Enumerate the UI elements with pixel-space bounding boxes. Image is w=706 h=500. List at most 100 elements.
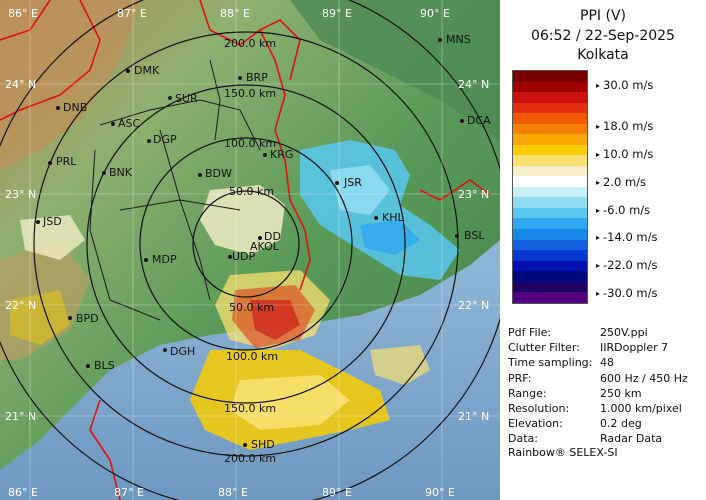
ne-terrain — [290, 0, 500, 140]
lon-label: 86° E — [8, 486, 38, 499]
info-value: 250 km — [600, 386, 642, 400]
info-value: 250V.ppi — [600, 326, 648, 339]
color-scale-segment — [513, 239, 587, 251]
station-label: BSL — [464, 229, 485, 242]
lon-label: 87° E — [117, 7, 147, 20]
color-scale-segment — [513, 102, 587, 114]
color-scale-segment — [513, 113, 587, 124]
station-label: DGP — [153, 133, 177, 146]
range-rings — [0, 0, 500, 500]
lon-label: 88° E — [220, 7, 250, 20]
district-borders — [89, 59, 261, 321]
lon-label: 86° E — [8, 7, 38, 20]
lat-label: 22° N — [5, 299, 36, 312]
color-scale-segment — [513, 134, 587, 145]
lat-label: 23° N — [5, 188, 36, 201]
info-value: Radar Data — [600, 432, 663, 446]
hill-terrain-south — [0, 240, 90, 360]
info-value: 600 Hz / 450 Hz — [600, 371, 688, 385]
footer-credit: Rainbow® SELEX-SI — [508, 446, 618, 459]
color-scale-segment — [513, 165, 587, 177]
radar-map[interactable]: 86° E 87° E 88° E 89° E 90° E 86° E 87° … — [0, 0, 500, 500]
lon-label: 89° E — [322, 7, 352, 20]
info-value: IIRDoppler 7 — [600, 341, 669, 355]
info-key: Resolution: — [508, 402, 570, 415]
scale-label: -30.0 m/s — [596, 286, 657, 300]
ring-label: 200.0 km — [224, 37, 276, 50]
color-scale-segment — [513, 92, 587, 103]
station-label: SHD — [251, 438, 275, 451]
info-key: Clutter Filter: — [508, 341, 580, 355]
color-scale-segment — [513, 186, 587, 198]
ring-label: 50.0 km — [229, 301, 274, 314]
color-scale-segment — [513, 197, 587, 208]
lat-label: 24° N — [458, 78, 489, 91]
info-key: Range: — [508, 386, 547, 400]
lon-labels-top: 86° E 87° E 88° E 89° E 90° E — [8, 7, 450, 20]
station-label: BDW — [205, 167, 232, 180]
ring-labels: 200.0 km 150.0 km 100.0 km 50.0 km 50.0 … — [224, 37, 278, 465]
color-scale-segment — [513, 144, 587, 156]
lat-labels-left: 24° N 23° N 22° N 21° N — [5, 78, 36, 423]
lon-labels-bottom: 86° E 87° E 88° E 89° E 90° E — [8, 486, 455, 499]
info-key: Pdf File: — [508, 326, 552, 339]
lon-label: 90° E — [420, 7, 450, 20]
color-scale-segment — [513, 155, 587, 166]
lat-label: 22° N — [458, 299, 489, 312]
color-scale-segment — [513, 292, 587, 303]
lon-label: 87° E — [114, 486, 144, 499]
station-label: PRL — [56, 155, 77, 168]
color-scale-segment — [513, 250, 587, 261]
lat-label: 21° N — [5, 410, 36, 423]
ring-label: 50.0 km — [229, 185, 274, 198]
color-scale-bar — [512, 70, 588, 304]
color-scale-segment — [513, 176, 587, 187]
scale-label: 30.0 m/s — [596, 78, 653, 92]
info-key: PRF: — [508, 371, 532, 385]
scale-label: 2.0 m/s — [596, 175, 646, 189]
product-title: PPI (V) — [580, 8, 626, 24]
ring-label: 150.0 km — [224, 87, 276, 100]
ring-label: 200.0 km — [224, 452, 276, 465]
graticule — [0, 0, 500, 500]
scale-label: 18.0 m/s — [596, 119, 653, 133]
station-label: ASC — [118, 117, 141, 130]
station-label: BLS — [94, 359, 115, 372]
station-label: DMK — [134, 64, 160, 77]
info-value: 1.000 km/pixel — [600, 402, 682, 415]
lat-labels-right: 24° N 23° N 22° N 21° N — [458, 78, 489, 423]
color-scale-segment — [513, 207, 587, 219]
station-label: DCA — [467, 114, 491, 127]
info-value: 0.2 deg — [600, 417, 642, 431]
legend-panel: PPI (V) 06:52 / 22-Sep-2025 Kolkata 30.0… — [500, 0, 706, 500]
color-scale-segment — [513, 281, 587, 293]
datetime-title: 06:52 / 22-Sep-2025 — [531, 28, 675, 44]
scale-label: -22.0 m/s — [596, 258, 657, 272]
station-label: DNB — [63, 101, 87, 114]
station-label: MNS — [446, 33, 471, 46]
station-label: SUR — [175, 92, 198, 105]
lat-label: 21° N — [458, 410, 489, 423]
color-scale-segment — [513, 123, 587, 135]
station-label: BNK — [109, 166, 133, 179]
lat-label: 24° N — [5, 78, 36, 91]
lon-label: 90° E — [425, 486, 455, 499]
info-key: Elevation: — [508, 417, 563, 431]
color-scale-segment — [513, 71, 587, 82]
lat-label: 23° N — [458, 188, 489, 201]
station-label: BPD — [76, 312, 99, 325]
scale-label: 10.0 m/s — [596, 147, 653, 161]
ring-label: 100.0 km — [224, 137, 276, 150]
station-markers: MNS DMK BRP DNB SUR ASC DGP KRG DCA PRL … — [36, 33, 491, 451]
color-scale-segment — [513, 228, 587, 240]
color-scale-segment — [513, 271, 587, 282]
lon-label: 88° E — [218, 486, 248, 499]
hill-terrain — [0, 0, 140, 170]
station-label: UDP — [232, 250, 256, 263]
station-label: JSD — [42, 215, 62, 228]
color-scale-segment — [513, 81, 587, 93]
station-label: KHL — [382, 211, 404, 224]
scale-label: -6.0 m/s — [596, 203, 650, 217]
color-scale-segment — [513, 260, 587, 272]
station-label: MDP — [152, 253, 177, 266]
